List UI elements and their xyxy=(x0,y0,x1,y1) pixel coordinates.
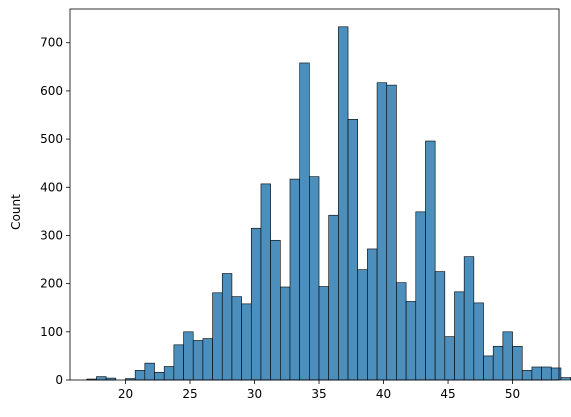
histogram-bar xyxy=(522,370,532,380)
histogram-bar xyxy=(271,240,281,380)
histogram-bar xyxy=(416,212,426,380)
y-axis-label: Count xyxy=(9,194,23,230)
y-tick-label: 0 xyxy=(55,373,63,387)
x-tick-label: 45 xyxy=(440,387,455,401)
histogram-bar xyxy=(503,332,513,380)
histogram-bar xyxy=(561,378,571,380)
histogram-bar xyxy=(251,228,261,380)
histogram-bar xyxy=(280,287,290,380)
histogram-bar xyxy=(396,283,406,380)
histogram-bar xyxy=(232,297,242,380)
histogram-bar xyxy=(474,303,484,380)
histogram-bar xyxy=(348,119,358,380)
histogram-bar xyxy=(145,363,155,380)
histogram-bar xyxy=(135,370,145,380)
histogram-bar xyxy=(96,377,106,380)
histogram-bar xyxy=(377,83,387,380)
histogram-bar xyxy=(300,63,310,380)
histogram-bar xyxy=(358,270,368,380)
histogram-bar xyxy=(425,141,435,380)
histogram-bar xyxy=(551,368,561,380)
histogram-bar xyxy=(513,346,523,380)
histogram-bar xyxy=(193,340,203,380)
x-tick-label: 50 xyxy=(505,387,520,401)
x-tick-label: 30 xyxy=(247,387,262,401)
histogram-bar xyxy=(184,332,194,380)
histogram-bar xyxy=(445,337,455,380)
histogram-bar xyxy=(406,301,416,380)
histogram-bar xyxy=(542,367,552,380)
x-tick-label: 20 xyxy=(118,387,133,401)
histogram-bar xyxy=(242,304,252,380)
histogram-bar xyxy=(435,272,445,380)
y-tick-label: 700 xyxy=(40,36,63,50)
x-tick-label: 25 xyxy=(182,387,197,401)
histogram-bar xyxy=(155,372,165,380)
histogram-bar xyxy=(222,274,232,380)
y-tick-label: 600 xyxy=(40,84,63,98)
histogram-bar xyxy=(338,27,348,380)
y-tick-label: 500 xyxy=(40,132,63,146)
y-tick-label: 200 xyxy=(40,277,63,291)
histogram-bar xyxy=(493,346,503,380)
histogram-bar xyxy=(309,177,319,380)
histogram-bar xyxy=(367,249,377,380)
x-tick-label: 35 xyxy=(311,387,326,401)
histogram-bar xyxy=(164,367,174,380)
histogram-bar xyxy=(532,367,542,380)
histogram-bar xyxy=(261,184,271,380)
x-axis-ticks: 20 25 30 35 40 45 50 xyxy=(118,380,520,401)
y-tick-label: 100 xyxy=(40,325,63,339)
histogram-bar xyxy=(464,257,474,380)
histogram-bar xyxy=(454,292,464,380)
histogram-bar xyxy=(319,287,329,380)
histogram-bar xyxy=(290,179,300,380)
histogram-bar xyxy=(203,339,213,380)
x-tick-label: 40 xyxy=(376,387,391,401)
histogram-bar xyxy=(329,215,339,380)
histogram-bar xyxy=(213,293,223,380)
histogram-bar xyxy=(387,85,397,380)
histogram-bar xyxy=(484,356,494,380)
y-axis-ticks: 0 100 200 300 400 500 600 700 xyxy=(40,36,70,387)
bars-layer xyxy=(87,27,571,380)
y-tick-label: 400 xyxy=(40,180,63,194)
histogram-bar xyxy=(174,345,184,380)
y-tick-label: 300 xyxy=(40,228,63,242)
